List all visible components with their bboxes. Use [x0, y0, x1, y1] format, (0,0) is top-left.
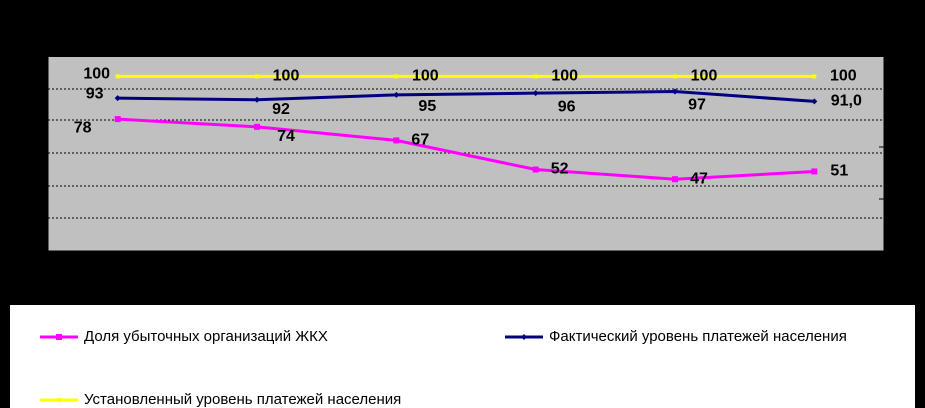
point [811, 168, 818, 175]
data-label: 97 [688, 97, 706, 114]
data-label: 100 [551, 68, 578, 85]
data-label: 100 [412, 68, 439, 85]
legend-label: Фактический уровень платежей населения [549, 328, 847, 345]
legend-label: Доля убыточных организаций ЖКХ [84, 328, 328, 345]
data-label: 78 [74, 119, 92, 136]
data-label: 100 [83, 66, 110, 83]
data-label: 74 [277, 128, 295, 145]
point [254, 96, 260, 103]
point [811, 98, 818, 105]
point [532, 90, 539, 97]
data-label: 100 [691, 68, 718, 85]
legend-marker [56, 334, 62, 340]
point [812, 74, 817, 79]
data-label: 52 [551, 161, 569, 178]
point [115, 74, 120, 79]
series-line [117, 117, 815, 181]
data-label: 100 [830, 68, 857, 85]
point [114, 95, 121, 102]
point [394, 74, 399, 79]
legend-marker [521, 334, 527, 340]
data-label: 51 [830, 163, 848, 180]
point [255, 74, 259, 79]
legend-label: Установленный уровень платежей населения [84, 391, 401, 408]
series-line [117, 90, 815, 103]
legend-marker [57, 398, 61, 402]
point [672, 88, 678, 95]
grid [48, 88, 884, 219]
legend [10, 305, 915, 408]
point [673, 74, 677, 79]
point [533, 74, 538, 79]
point [532, 166, 539, 173]
data-label: 91,0 [831, 93, 862, 110]
point [254, 123, 260, 130]
point [672, 176, 678, 183]
data-label: 67 [411, 132, 429, 149]
point [114, 116, 121, 123]
data-label: 96 [558, 98, 576, 115]
point [393, 91, 400, 98]
data-label: 92 [272, 101, 290, 118]
data-label: 47 [690, 170, 708, 187]
data-label: 93 [86, 85, 104, 102]
point [393, 137, 400, 144]
data-label: 100 [273, 68, 300, 85]
data-label: 95 [418, 98, 436, 115]
